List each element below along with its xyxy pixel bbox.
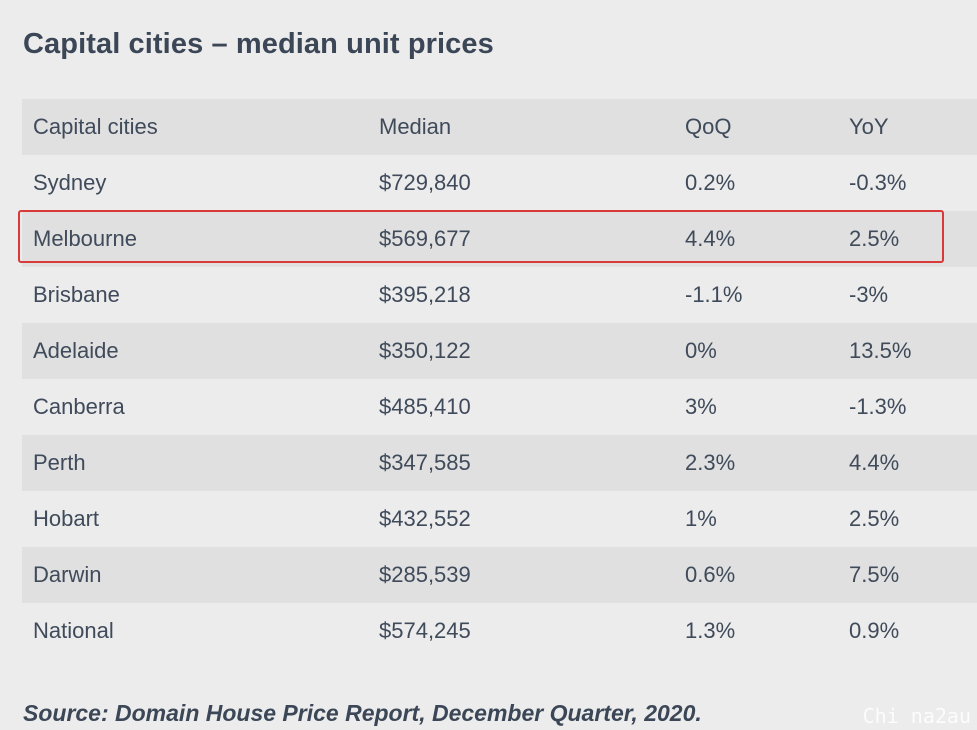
median-cell: $729,840	[379, 170, 471, 195]
city-cell: Perth	[33, 450, 86, 475]
source-caption: Source: Domain House Price Report, Decem…	[23, 700, 702, 726]
table-row: Perth $347,585 2.3% 4.4%	[22, 435, 977, 491]
table-row: Adelaide $350,122 0% 13.5%	[22, 323, 977, 379]
qoq-cell: 0.6%	[685, 562, 736, 587]
yoy-cell: -0.3%	[849, 170, 907, 195]
median-cell: $395,218	[379, 282, 471, 307]
qoq-cell: 0%	[685, 338, 717, 363]
table-row: National $574,245 1.3% 0.9%	[22, 603, 977, 659]
median-cell: $432,552	[379, 506, 471, 531]
table-row: Melbourne $569,677 4.4% 2.5%	[22, 211, 977, 267]
city-cell: Hobart	[33, 506, 100, 531]
city-cell: Sydney	[33, 170, 107, 195]
table-header-row: Capital cities Median QoQ YoY	[22, 99, 977, 155]
column-header-qoq: QoQ	[685, 114, 732, 139]
qoq-cell: 4.4%	[685, 226, 736, 251]
watermark: Chi na2au	[862, 704, 971, 728]
yoy-cell: 13.5%	[849, 338, 912, 363]
qoq-cell: 3%	[685, 394, 717, 419]
table-row: Darwin $285,539 0.6% 7.5%	[22, 547, 977, 603]
yoy-cell: -1.3%	[849, 394, 907, 419]
qoq-cell: 1.3%	[685, 618, 736, 643]
city-cell: Adelaide	[33, 338, 119, 363]
median-cell: $569,677	[379, 226, 471, 251]
table-row: Sydney $729,840 0.2% -0.3%	[22, 155, 977, 211]
table-row: Hobart $432,552 1% 2.5%	[22, 491, 977, 547]
yoy-cell: -3%	[849, 282, 889, 307]
qoq-cell: -1.1%	[685, 282, 743, 307]
city-cell: Canberra	[33, 394, 125, 419]
yoy-cell: 2.5%	[849, 506, 900, 531]
median-cell: $285,539	[379, 562, 471, 587]
median-cell: $485,410	[379, 394, 471, 419]
yoy-cell: 4.4%	[849, 450, 900, 475]
yoy-cell: 7.5%	[849, 562, 900, 587]
qoq-cell: 2.3%	[685, 450, 736, 475]
median-cell: $347,585	[379, 450, 471, 475]
table-row: Canberra $485,410 3% -1.3%	[22, 379, 977, 435]
page-title: Capital cities – median unit prices	[23, 28, 494, 60]
city-cell: National	[33, 618, 114, 643]
city-cell: Brisbane	[33, 282, 120, 307]
qoq-cell: 0.2%	[685, 170, 736, 195]
median-cell: $350,122	[379, 338, 471, 363]
table-row: Brisbane $395,218 -1.1% -3%	[22, 267, 977, 323]
prices-table: Capital cities Median QoQ YoY Sydney $72…	[22, 99, 977, 659]
yoy-cell: 2.5%	[849, 226, 900, 251]
yoy-cell: 0.9%	[849, 618, 900, 643]
qoq-cell: 1%	[685, 506, 717, 531]
column-header-city: Capital cities	[33, 114, 158, 139]
median-cell: $574,245	[379, 618, 471, 643]
city-cell: Darwin	[33, 562, 102, 587]
city-cell: Melbourne	[33, 226, 137, 251]
column-header-median: Median	[379, 114, 452, 139]
column-header-yoy: YoY	[849, 114, 889, 139]
